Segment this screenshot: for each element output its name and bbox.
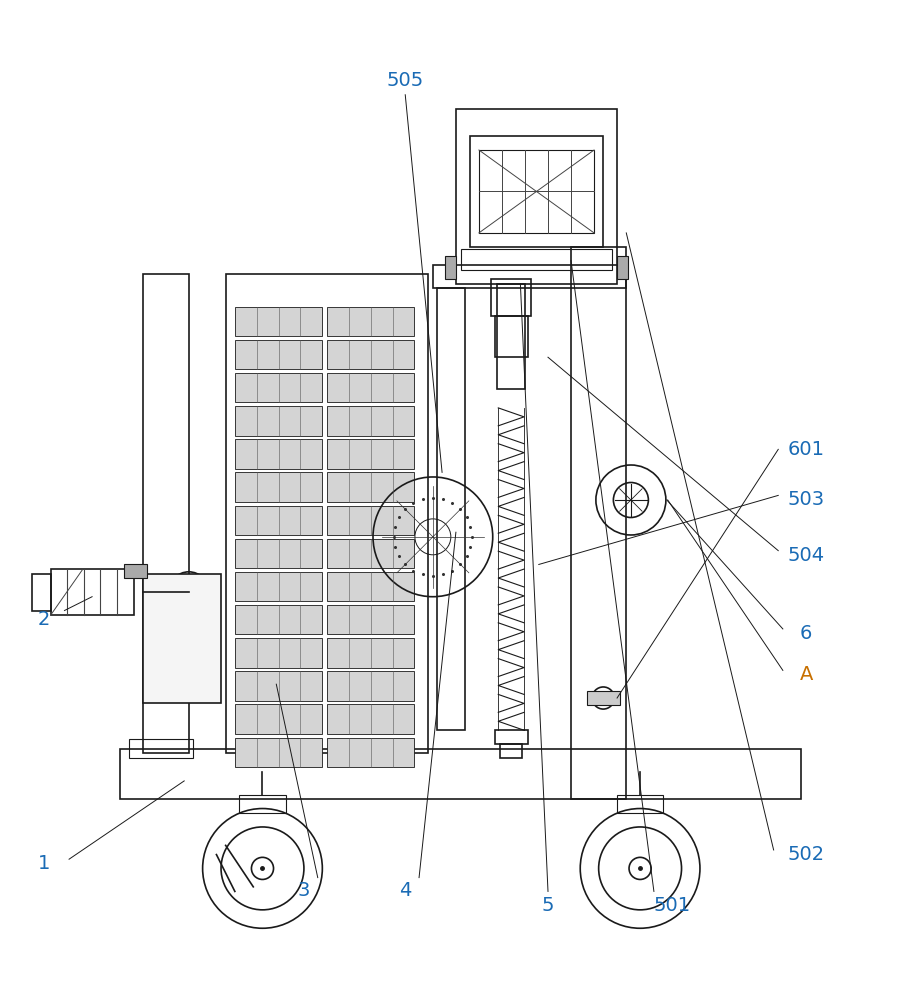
Text: 4: 4: [399, 881, 412, 900]
Bar: [327, 671, 414, 701]
Bar: [235, 572, 322, 601]
Bar: [445, 256, 456, 279]
Bar: [327, 738, 414, 767]
Bar: [433, 265, 626, 288]
Bar: [327, 539, 414, 568]
Bar: [327, 572, 414, 601]
Text: 502: 502: [787, 845, 824, 864]
Bar: [235, 373, 322, 402]
Text: 504: 504: [787, 546, 824, 565]
Bar: [143, 574, 221, 703]
Bar: [617, 795, 663, 813]
Bar: [495, 730, 528, 744]
Bar: [235, 340, 322, 369]
Text: 5: 5: [542, 896, 554, 915]
Bar: [226, 274, 428, 753]
Bar: [235, 738, 322, 767]
Bar: [327, 704, 414, 734]
Bar: [495, 316, 528, 357]
Bar: [235, 439, 322, 469]
Text: 601: 601: [787, 440, 824, 459]
Bar: [327, 506, 414, 535]
Bar: [327, 406, 414, 436]
Bar: [235, 605, 322, 634]
Bar: [327, 638, 414, 668]
Bar: [460, 249, 612, 270]
Bar: [235, 638, 322, 668]
Bar: [587, 691, 620, 705]
Bar: [235, 506, 322, 535]
Text: 1: 1: [38, 854, 51, 873]
Bar: [143, 274, 189, 753]
Bar: [437, 288, 465, 730]
Bar: [500, 744, 522, 758]
Text: 2: 2: [38, 610, 51, 629]
Bar: [129, 739, 193, 758]
Bar: [239, 795, 286, 813]
Text: 505: 505: [387, 71, 424, 90]
Bar: [235, 539, 322, 568]
Bar: [235, 704, 322, 734]
Bar: [235, 406, 322, 436]
Bar: [327, 605, 414, 634]
Bar: [470, 136, 603, 247]
Text: 3: 3: [297, 881, 310, 900]
Bar: [571, 247, 626, 799]
Text: 503: 503: [787, 490, 824, 509]
Bar: [235, 472, 322, 502]
Bar: [327, 340, 414, 369]
Bar: [491, 279, 531, 316]
Bar: [327, 307, 414, 336]
Bar: [497, 284, 525, 389]
Text: 6: 6: [799, 624, 812, 643]
Bar: [124, 564, 147, 578]
Bar: [120, 749, 801, 799]
Bar: [235, 671, 322, 701]
Bar: [327, 373, 414, 402]
Bar: [479, 150, 594, 233]
Bar: [32, 574, 51, 611]
Bar: [327, 472, 414, 502]
Text: A: A: [800, 665, 813, 684]
Text: 501: 501: [654, 896, 691, 915]
Bar: [617, 256, 628, 279]
Bar: [235, 307, 322, 336]
Bar: [51, 569, 134, 615]
Bar: [456, 109, 617, 284]
Bar: [327, 439, 414, 469]
